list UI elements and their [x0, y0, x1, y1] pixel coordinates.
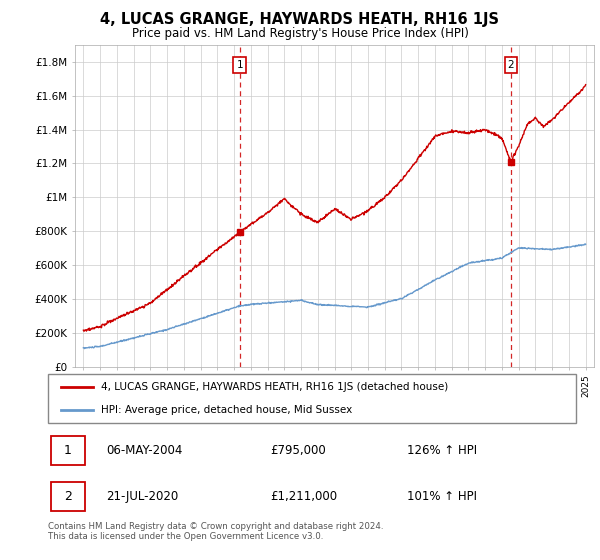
Text: 06-MAY-2004: 06-MAY-2004	[106, 444, 182, 458]
Text: 2: 2	[64, 490, 72, 503]
Text: Price paid vs. HM Land Registry's House Price Index (HPI): Price paid vs. HM Land Registry's House …	[131, 27, 469, 40]
Text: 126% ↑ HPI: 126% ↑ HPI	[407, 444, 477, 458]
Text: 1: 1	[236, 60, 243, 70]
Text: 101% ↑ HPI: 101% ↑ HPI	[407, 490, 477, 503]
Text: 21-JUL-2020: 21-JUL-2020	[106, 490, 178, 503]
Text: 4, LUCAS GRANGE, HAYWARDS HEATH, RH16 1JS (detached house): 4, LUCAS GRANGE, HAYWARDS HEATH, RH16 1J…	[101, 382, 448, 393]
Text: £1,211,000: £1,211,000	[270, 490, 337, 503]
Text: Contains HM Land Registry data © Crown copyright and database right 2024.
This d: Contains HM Land Registry data © Crown c…	[48, 522, 383, 542]
Bar	[50, 482, 85, 511]
Text: 4, LUCAS GRANGE, HAYWARDS HEATH, RH16 1JS: 4, LUCAS GRANGE, HAYWARDS HEATH, RH16 1J…	[101, 12, 499, 27]
Text: 2: 2	[508, 60, 514, 70]
Text: £795,000: £795,000	[270, 444, 326, 458]
Text: HPI: Average price, detached house, Mid Sussex: HPI: Average price, detached house, Mid …	[101, 405, 352, 416]
Text: 1: 1	[64, 444, 72, 458]
Bar	[50, 436, 85, 465]
